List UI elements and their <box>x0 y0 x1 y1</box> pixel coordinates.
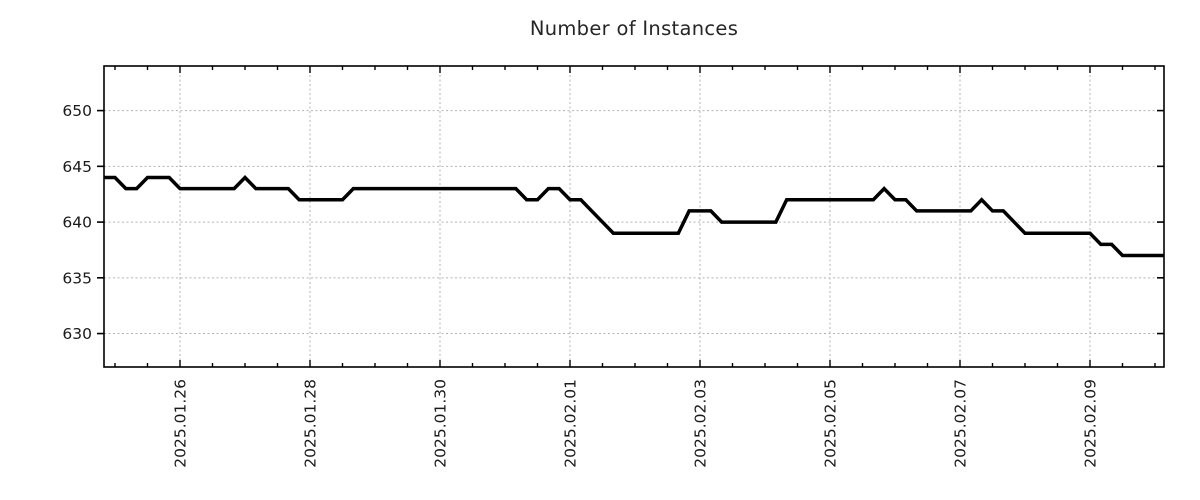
chart-title: Number of Instances <box>529 17 739 40</box>
y-tick-label: 645 <box>62 158 92 176</box>
x-tick-label: 2025.01.26 <box>171 379 189 468</box>
x-tick-label: 2025.01.28 <box>301 379 319 468</box>
y-tick-label: 650 <box>62 102 92 120</box>
x-tick-label: 2025.02.05 <box>821 379 839 468</box>
x-tick-label: 2025.02.09 <box>1081 379 1099 468</box>
x-tick-label: 2025.01.30 <box>431 379 449 468</box>
x-tick-label: 2025.02.07 <box>951 379 969 468</box>
x-tick-label: 2025.02.01 <box>561 379 579 468</box>
x-tick-label: 2025.02.03 <box>691 379 709 468</box>
plot-border <box>103 65 1165 368</box>
series-line <box>104 174 1164 258</box>
y-tick-label: 640 <box>62 214 92 232</box>
y-tick-label: 635 <box>62 269 92 287</box>
y-tick-label: 630 <box>62 325 92 343</box>
